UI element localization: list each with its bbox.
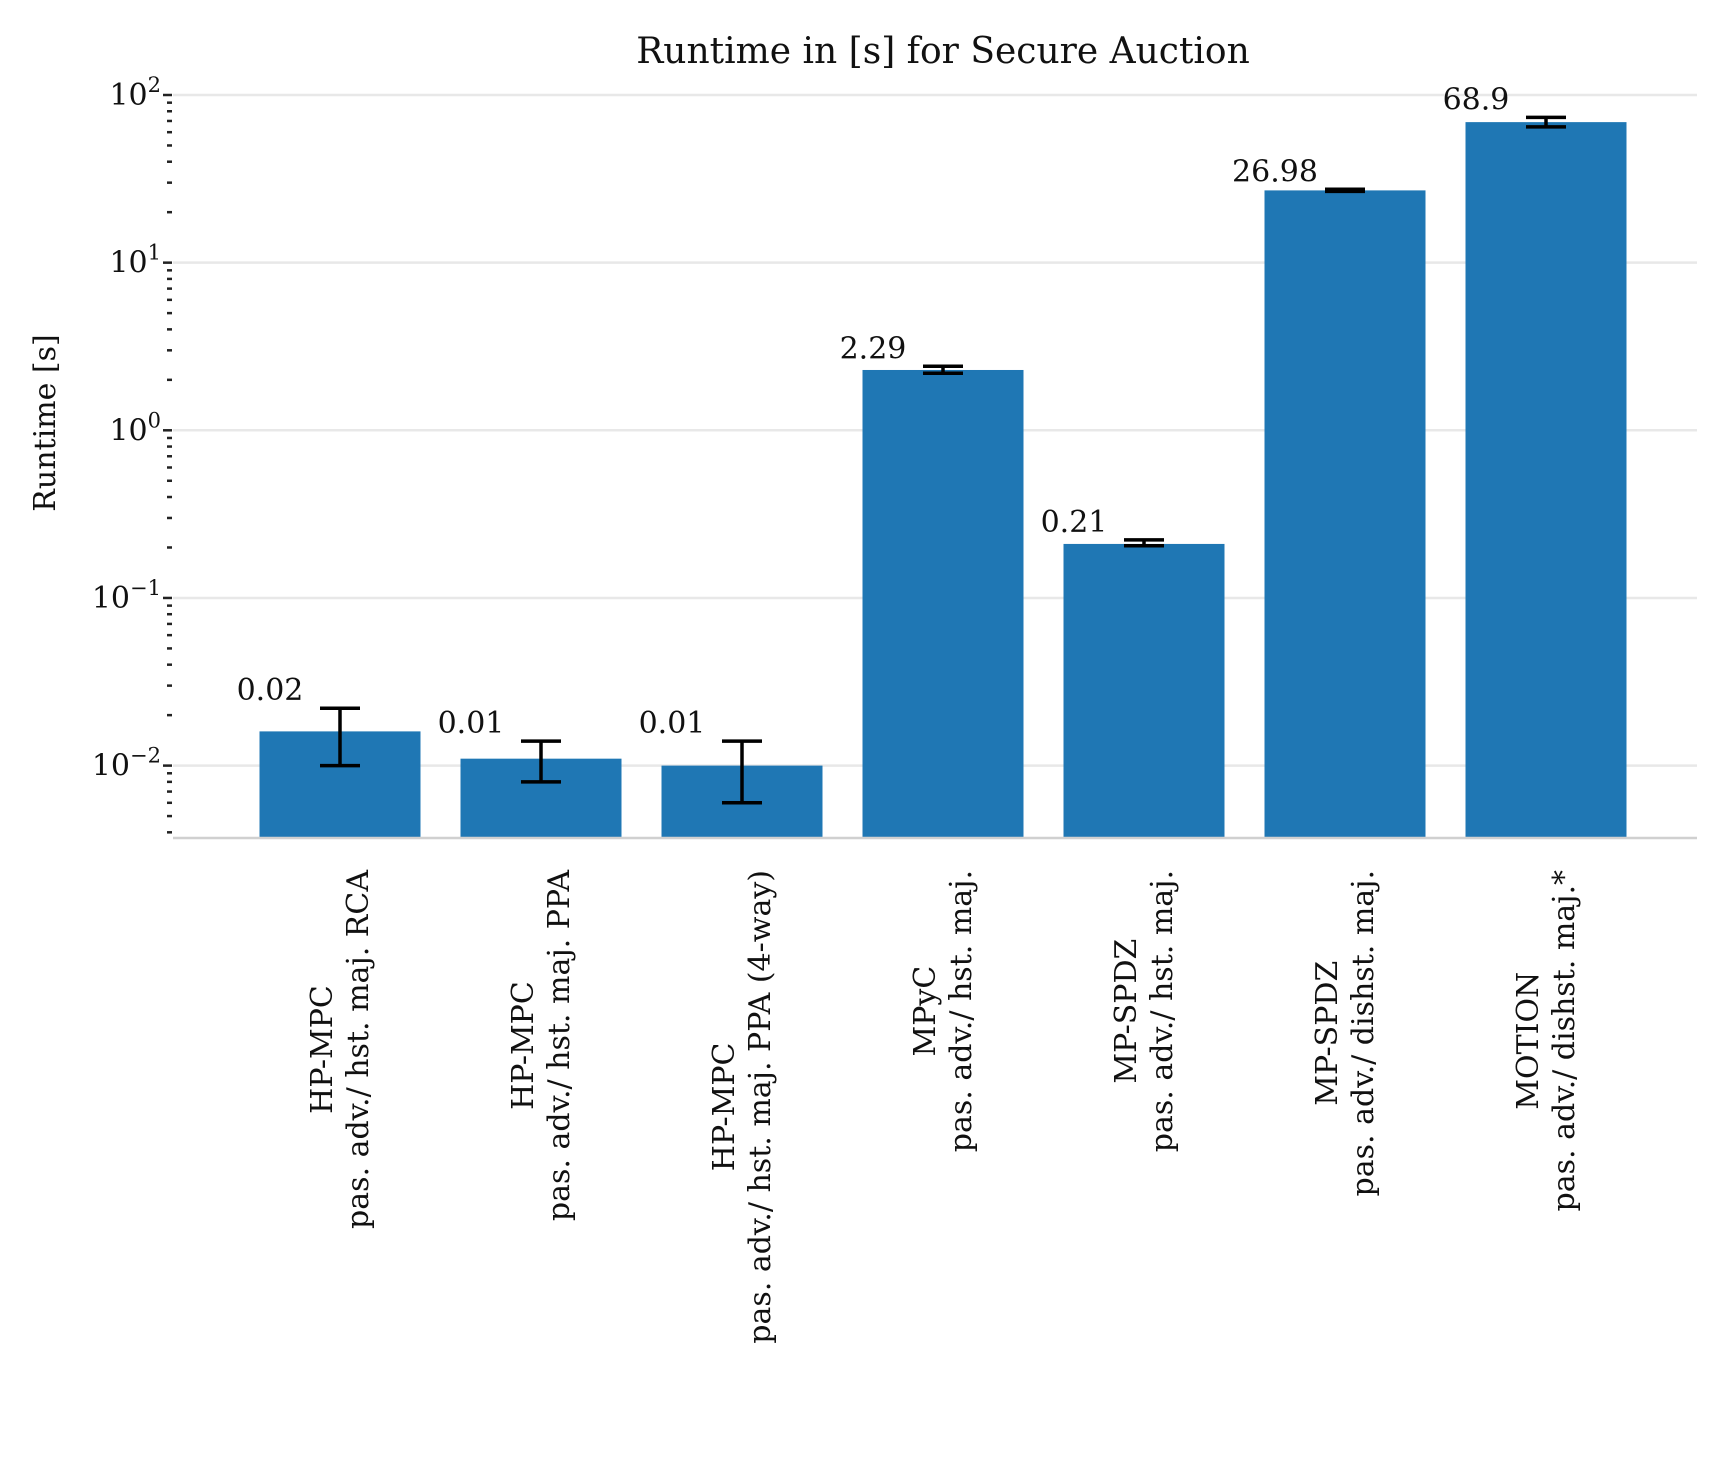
x-tick-framework: MOTION (1511, 972, 1546, 1110)
y-tick-label: 10−2 (92, 744, 161, 784)
x-tick-framework: MPyC (908, 966, 943, 1057)
bar (862, 369, 1024, 838)
x-tick-label: HP-MPC pas. adv./ hst. maj. PPA (4-way) (707, 870, 778, 1344)
x-tick-label: HP-MPC pas. adv./ hst. maj. PPA (506, 870, 577, 1221)
x-tick-label: HP-MPC pas. adv./ hst. maj. RCA (305, 870, 376, 1229)
y-tick-label: 102 (109, 73, 161, 113)
bar-value-label: 68.9 (1443, 82, 1510, 117)
y-tick-label: 101 (109, 241, 161, 281)
x-tick-setting: pas. adv./ hst. maj. RCA (341, 870, 376, 1229)
y-tick-exponent: 0 (148, 408, 161, 432)
data-labels: 0.02 0.01 0.01 2.29 0.21 26.98 68.9 (237, 82, 1510, 741)
x-tick-framework: HP-MPC (506, 981, 541, 1110)
x-tick-label: MOTION pas. adv./ dishst. maj.* (1511, 870, 1582, 1211)
bar-value-label: 0.01 (639, 706, 706, 741)
bar (1063, 543, 1225, 838)
x-axis-tick-labels: HP-MPC pas. adv./ hst. maj. RCA HP-MPC pas.… (305, 870, 1582, 1344)
x-tick-setting: pas. adv./ hst. maj. (1145, 870, 1180, 1152)
y-axis-label: Runtime [s] (28, 334, 63, 511)
x-tick-setting: pas. adv./ dishst. maj. (1346, 870, 1381, 1196)
bar-value-label: 26.98 (1232, 154, 1318, 189)
bar-value-label: 0.01 (438, 706, 505, 741)
x-tick-setting: pas. adv./ hst. maj. (944, 870, 979, 1152)
bar-value-label: 2.29 (840, 331, 907, 366)
x-tick-setting: pas. adv./ hst. maj. PPA (542, 870, 577, 1221)
x-tick-framework: HP-MPC (305, 985, 340, 1114)
x-tick-framework: MP-SPDZ (1109, 939, 1144, 1084)
y-tick-exponent: −1 (130, 576, 161, 600)
y-tick-exponent: −2 (130, 744, 161, 768)
x-tick-label: MPyC pas. adv./ hst. maj. (908, 870, 979, 1152)
x-tick-label: MP-SPDZ pas. adv./ dishst. maj. (1310, 870, 1381, 1196)
x-tick-setting: pas. adv./ dishst. maj.* (1547, 870, 1582, 1211)
bar-value-label: 0.02 (237, 673, 304, 708)
x-tick-setting: pas. adv./ hst. maj. PPA (4-way) (743, 870, 778, 1344)
y-tick-exponent: 2 (148, 73, 161, 97)
y-tick-label: 10−1 (92, 576, 161, 616)
x-tick-framework: MP-SPDZ (1310, 961, 1345, 1106)
x-tick-framework: HP-MPC (707, 1043, 742, 1172)
x-tick-label: MP-SPDZ pas. adv./ hst. maj. (1109, 870, 1180, 1152)
y-tick-label: 100 (109, 408, 161, 448)
bar (1465, 122, 1627, 839)
bar (1264, 190, 1426, 839)
bar-value-label: 0.21 (1041, 505, 1108, 540)
error-bars (320, 115, 1566, 805)
chart-title: Runtime in [s] for Secure Auction (636, 31, 1250, 72)
y-tick-exponent: 1 (148, 241, 161, 265)
